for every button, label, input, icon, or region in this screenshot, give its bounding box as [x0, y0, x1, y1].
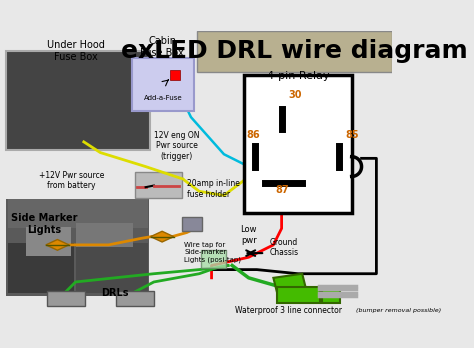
Text: 85: 85	[345, 130, 359, 140]
Text: 20amp in-line
fuse holder: 20amp in-line fuse holder	[187, 179, 240, 199]
FancyBboxPatch shape	[277, 287, 319, 303]
Bar	[170, 70, 180, 80]
Text: Add-a-Fuse: Add-a-Fuse	[144, 95, 182, 101]
Text: Cabin
Fuse Box: Cabin Fuse Box	[140, 36, 184, 58]
Text: exLED DRL wire diagram: exLED DRL wire diagram	[120, 39, 467, 63]
FancyBboxPatch shape	[197, 31, 392, 72]
Text: Side Marker
Lights: Side Marker Lights	[11, 213, 77, 235]
FancyBboxPatch shape	[135, 172, 182, 198]
Text: Under Hood
Fuse Box: Under Hood Fuse Box	[46, 40, 104, 62]
FancyBboxPatch shape	[201, 250, 226, 268]
Text: DRLs: DRLs	[101, 288, 129, 298]
Polygon shape	[151, 231, 173, 242]
Text: 4-pin Relay: 4-pin Relay	[267, 71, 329, 81]
Bar	[6, 199, 149, 296]
FancyBboxPatch shape	[6, 51, 150, 150]
FancyBboxPatch shape	[182, 217, 201, 231]
Polygon shape	[46, 239, 69, 250]
Bar	[26, 227, 72, 255]
FancyBboxPatch shape	[47, 291, 85, 306]
Bar	[8, 243, 74, 293]
Text: Ground
Chassis: Ground Chassis	[269, 238, 298, 257]
Text: 86: 86	[246, 130, 260, 140]
FancyBboxPatch shape	[132, 58, 194, 111]
Bar	[75, 223, 133, 247]
FancyBboxPatch shape	[244, 75, 353, 213]
Text: +12V Pwr source
from battery: +12V Pwr source from battery	[39, 171, 104, 190]
Text: 12V eng ON
Pwr source
(trigger): 12V eng ON Pwr source (trigger)	[154, 131, 200, 161]
Text: 87: 87	[275, 185, 289, 195]
Text: 30: 30	[288, 90, 302, 100]
Bar	[8, 199, 148, 228]
Text: (bumper removal possible): (bumper removal possible)	[356, 308, 441, 313]
Bar	[75, 243, 148, 293]
FancyBboxPatch shape	[116, 291, 154, 306]
Text: Wire tap for
Side-marker
Lights (posi-tap): Wire tap for Side-marker Lights (posi-ta…	[184, 243, 241, 263]
Text: Waterproof 3 line connector: Waterproof 3 line connector	[235, 306, 342, 315]
FancyBboxPatch shape	[322, 290, 340, 303]
Polygon shape	[273, 274, 306, 294]
Text: Low
pwr: Low pwr	[240, 225, 257, 245]
